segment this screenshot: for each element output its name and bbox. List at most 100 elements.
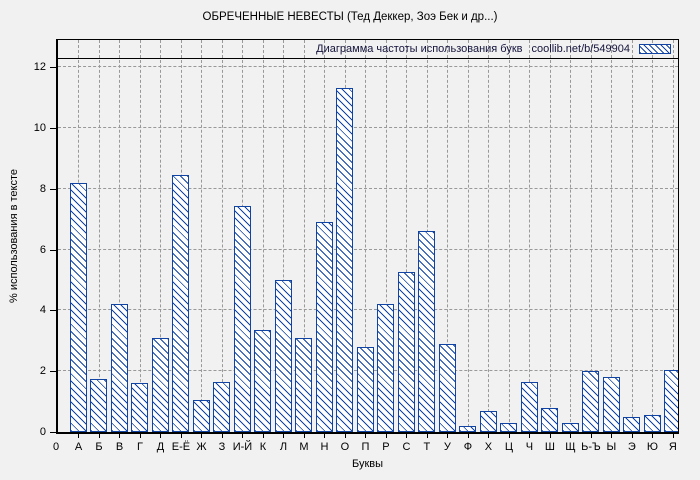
v-gridline-Х: [488, 40, 490, 432]
h-gridline-6: [58, 248, 678, 250]
x-tick-label-Е-Ё: Е-Ё: [171, 441, 191, 453]
plot-area: Диаграмма частоты использования букв coo…: [56, 39, 679, 434]
legend-link: coollib.net/b/549904: [531, 43, 630, 55]
x-tick-label-Ж: Ж: [196, 441, 207, 453]
bar-Б: [90, 378, 108, 432]
bar-З: [213, 381, 231, 432]
v-gridline-Ы: [611, 40, 613, 432]
x-tick-label-Ш: Ш: [544, 441, 555, 453]
bar-Ш: [541, 407, 559, 432]
v-gridline-Ю: [652, 40, 654, 432]
y-tick-mark: [50, 310, 56, 312]
bar-Я: [664, 369, 678, 432]
x-tick-mark: [139, 434, 141, 438]
x-tick-label-Т: Т: [423, 441, 431, 453]
x-tick-mark: [283, 434, 285, 438]
x-tick-mark: [590, 434, 592, 438]
bar-М: [295, 337, 313, 432]
x-tick-mark: [570, 434, 572, 438]
x-tick-mark: [426, 434, 428, 438]
legend-label: Диаграмма частоты использования букв: [316, 43, 523, 55]
bar-Э: [623, 416, 641, 432]
bar-Х: [479, 410, 497, 432]
h-gridline-8: [58, 187, 678, 189]
bar-В: [110, 304, 128, 432]
x-tick-mark: [488, 434, 490, 438]
bar-Л: [274, 280, 292, 432]
x-tick-label-Л: Л: [279, 441, 288, 453]
v-gridline-Ж: [201, 40, 203, 432]
v-gridline-М: [303, 40, 305, 432]
x-tick-mark: [303, 434, 305, 438]
x-tick-label-Р: Р: [382, 441, 390, 453]
h-gridline-10: [58, 127, 678, 128]
x-tick-label-Х: Х: [484, 441, 493, 453]
bar-А: [69, 182, 87, 432]
bar-Н: [315, 222, 333, 432]
bar-Д: [151, 337, 169, 432]
y-tick-mark: [50, 128, 56, 129]
x-tick-label-Ц: Ц: [504, 441, 513, 453]
bars-layer: [58, 40, 678, 432]
v-gridline-П: [365, 40, 367, 432]
v-gridline-Р: [385, 40, 387, 432]
x-tick-mark: [549, 434, 551, 438]
x-tick-mark: [406, 434, 408, 438]
x-tick-label-В: В: [115, 441, 124, 453]
v-gridline-Л: [283, 40, 285, 432]
bar-К: [254, 330, 272, 432]
x-tick-label-М: М: [299, 441, 309, 453]
x-tick-label-Н: Н: [320, 441, 329, 453]
x-tick-label-Щ: Щ: [565, 441, 576, 453]
x-tick-mark: [611, 434, 613, 438]
x-tick-label-У: У: [443, 441, 451, 453]
y-tick-label-0: 0: [39, 426, 46, 438]
x-tick-mark: [160, 434, 162, 438]
bar-Щ: [561, 422, 579, 432]
x-tick-mark: [78, 434, 80, 438]
bar-Ж: [192, 400, 210, 432]
bar-Ь-Ъ: [582, 371, 600, 432]
x-tick-mark: [221, 434, 223, 438]
x-tick-label-Б: Б: [95, 441, 103, 453]
y-tick-label-2: 2: [39, 365, 46, 378]
legend: Диаграмма частоты использования букв coo…: [58, 40, 678, 59]
bar-Ч: [520, 381, 538, 432]
x-tick-mark: [180, 434, 182, 438]
x-tick-mark: [365, 434, 367, 438]
x-tick-label-З: З: [218, 441, 226, 453]
x-tick-label-К: К: [259, 441, 267, 453]
x-tick-mark: [98, 434, 100, 438]
bar-У: [438, 343, 456, 432]
v-gridline-В: [119, 40, 121, 432]
v-gridline-Ч: [529, 40, 531, 432]
hatched-bar-swatch-icon: [639, 44, 671, 54]
y-tick-mark: [50, 432, 56, 433]
x-tick-mark: [508, 434, 510, 438]
x-tick-label-Д: Д: [156, 441, 165, 453]
bar-Е-Ё: [172, 175, 190, 432]
x-tick-mark: [262, 434, 264, 438]
bar-Ы: [602, 377, 620, 432]
y-tick-label-10: 10: [33, 122, 46, 134]
x-tick-label-Э: Э: [627, 441, 636, 453]
x-tick-mark: [242, 434, 244, 438]
bar-О: [336, 88, 354, 432]
x-tick-label-И-Й: И-Й: [232, 441, 253, 453]
y-tick-label-4: 4: [39, 304, 46, 317]
x-tick-mark: [631, 434, 633, 438]
x-tick-label-О: О: [340, 441, 350, 453]
x-tick-mark: [324, 434, 326, 438]
x-tick-label-Ю: Ю: [646, 441, 658, 453]
y-tick-mark: [50, 249, 56, 251]
y-tick-label-12: 12: [33, 61, 46, 74]
x-tick-label-П: П: [361, 441, 370, 453]
bar-С: [397, 272, 415, 432]
y-tick-mark: [50, 188, 56, 190]
v-gridline-Ц: [508, 40, 510, 432]
bar-И-Й: [233, 205, 251, 432]
bar-Р: [377, 304, 395, 432]
x-tick-mark: [119, 434, 121, 438]
x-tick-mark: [672, 434, 674, 438]
x-tick-mark: [447, 434, 449, 438]
